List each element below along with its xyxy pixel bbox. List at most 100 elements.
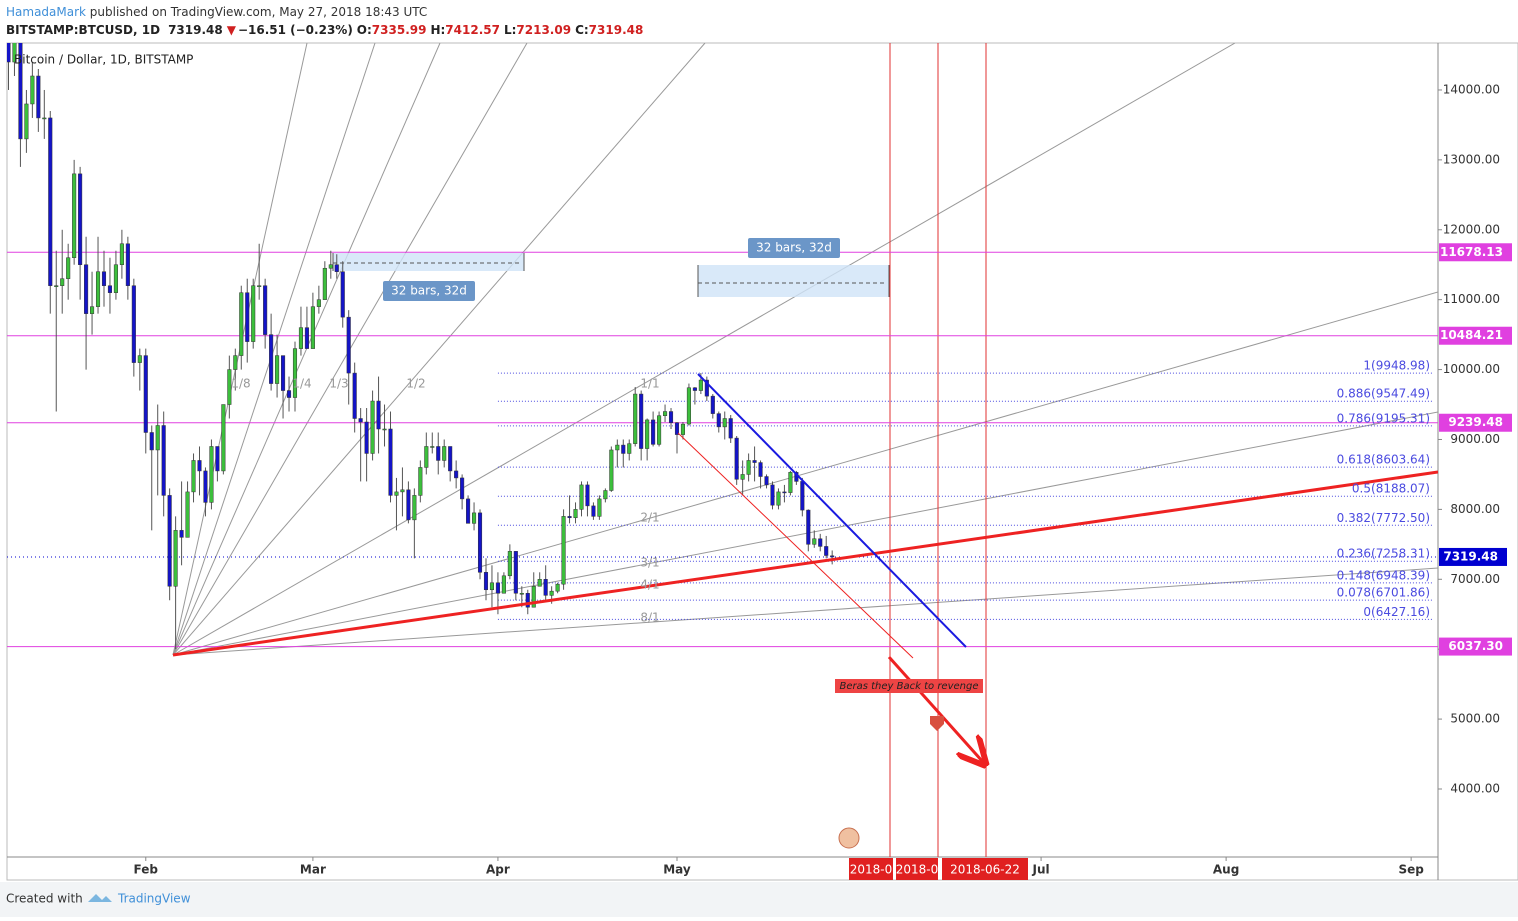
candle-body bbox=[633, 393, 638, 444]
last-price-bg bbox=[1439, 547, 1507, 566]
candle-body bbox=[674, 422, 680, 435]
fan-label: 3/1 bbox=[640, 556, 659, 570]
candle-body bbox=[495, 582, 500, 594]
candle-body bbox=[525, 593, 530, 608]
candle-body bbox=[90, 306, 95, 314]
h-label: H: bbox=[430, 23, 445, 37]
candle-body bbox=[824, 546, 829, 556]
candle-body bbox=[764, 476, 769, 486]
l: 7213.09 bbox=[516, 23, 571, 37]
candle-body bbox=[131, 285, 136, 363]
level-label-bg bbox=[1439, 243, 1512, 262]
red-arrow bbox=[887, 655, 983, 762]
blue-trend bbox=[697, 373, 967, 648]
candle-body bbox=[698, 379, 703, 391]
candle-body bbox=[7, 43, 11, 63]
x-tick-label: Sep bbox=[1398, 863, 1424, 877]
candle-body bbox=[239, 292, 244, 356]
plot-frame bbox=[6, 42, 1518, 881]
y-tick-label: 10000.00 bbox=[1443, 362, 1500, 376]
candle-body bbox=[143, 355, 148, 433]
fan-label: 1/2 bbox=[406, 377, 425, 391]
candle-body bbox=[257, 285, 262, 287]
candle-body bbox=[573, 509, 578, 519]
level-label: 9239.48 bbox=[1448, 415, 1503, 429]
candle-body bbox=[24, 103, 29, 140]
candle-body bbox=[436, 446, 441, 461]
candle-body bbox=[692, 387, 697, 391]
y-tick-label: 9000.00 bbox=[1450, 432, 1500, 446]
y-tick-label: 8000.00 bbox=[1450, 502, 1500, 516]
candle-body bbox=[185, 491, 190, 538]
candle-body bbox=[728, 418, 733, 439]
candle-body bbox=[227, 369, 232, 405]
fan-label: 1/1 bbox=[640, 377, 659, 391]
candle-body bbox=[84, 264, 89, 314]
fan-label: 1/3 bbox=[329, 377, 348, 391]
symbol: BITSTAMP:BTCUSD, 1D bbox=[6, 23, 160, 37]
candle-body bbox=[752, 460, 757, 463]
header-bg bbox=[0, 0, 1518, 43]
candle-body bbox=[651, 419, 656, 445]
candle-body bbox=[680, 423, 685, 435]
legend: Bitcoin / Dollar, 1D, BITSTAMP bbox=[14, 53, 193, 67]
candle-body bbox=[555, 583, 560, 592]
header-line-2: BITSTAMP:BTCUSD, 1D 7319.48 ▼ −16.51 (−0.23… bbox=[6, 23, 643, 37]
candle-body bbox=[382, 428, 387, 431]
candle-body bbox=[209, 446, 214, 503]
y-tick-label: 5000.00 bbox=[1450, 712, 1500, 726]
candle-body bbox=[113, 264, 118, 293]
o: 7335.99 bbox=[372, 23, 427, 37]
candle-body bbox=[412, 495, 417, 521]
candle-body bbox=[286, 390, 292, 398]
candle-body bbox=[663, 411, 668, 416]
candle-body bbox=[472, 512, 477, 524]
fib-label: 0.5(8188.07) bbox=[1352, 482, 1430, 496]
range-label: 32 bars, 32d bbox=[391, 284, 467, 298]
candle-body bbox=[364, 421, 369, 454]
fib-label: 1(9948.98) bbox=[1363, 359, 1430, 373]
candle-body bbox=[806, 509, 811, 545]
candle-body bbox=[119, 243, 124, 265]
candle-body bbox=[782, 491, 787, 494]
level-label: 11678.13 bbox=[1440, 245, 1503, 259]
range-label-bg bbox=[748, 238, 840, 258]
candle-body bbox=[746, 460, 751, 475]
candle-body bbox=[537, 579, 542, 587]
candle-body bbox=[179, 530, 184, 538]
candle-body bbox=[233, 355, 238, 370]
candle-body bbox=[710, 395, 715, 414]
candle-body bbox=[281, 355, 286, 391]
candle-body bbox=[388, 428, 393, 496]
candle-body bbox=[686, 387, 691, 425]
range-box bbox=[698, 265, 889, 297]
x-tick-label: Jul bbox=[1032, 863, 1050, 877]
candle-body bbox=[334, 264, 339, 272]
candle-body bbox=[507, 551, 512, 577]
x-tick-label: Mar bbox=[300, 863, 326, 877]
range-label: 32 bars, 32d bbox=[756, 241, 832, 255]
marker bbox=[930, 716, 944, 731]
candle-body bbox=[740, 474, 745, 480]
candle-body bbox=[513, 551, 518, 594]
date-label: 2018-0 bbox=[896, 863, 939, 877]
trend-lines bbox=[172, 373, 1438, 849]
candle-body bbox=[615, 444, 620, 451]
candle-body bbox=[591, 505, 596, 517]
candle-body bbox=[501, 575, 506, 594]
candle-body bbox=[454, 470, 459, 479]
candle-body bbox=[173, 530, 178, 587]
candle-body bbox=[221, 404, 226, 472]
fib-label: 0.618(8603.64) bbox=[1337, 453, 1430, 467]
candle-body bbox=[101, 271, 107, 286]
candle-body bbox=[298, 327, 303, 349]
candle-body bbox=[639, 393, 644, 449]
x-tick-label: Feb bbox=[134, 863, 159, 877]
candle-body bbox=[191, 460, 196, 493]
fan-label: 1/8 bbox=[231, 377, 250, 391]
candle-body bbox=[137, 355, 142, 363]
o-label: O: bbox=[357, 23, 372, 37]
candle-body bbox=[18, 43, 23, 140]
candle-body bbox=[394, 491, 399, 496]
candle-body bbox=[352, 372, 357, 419]
